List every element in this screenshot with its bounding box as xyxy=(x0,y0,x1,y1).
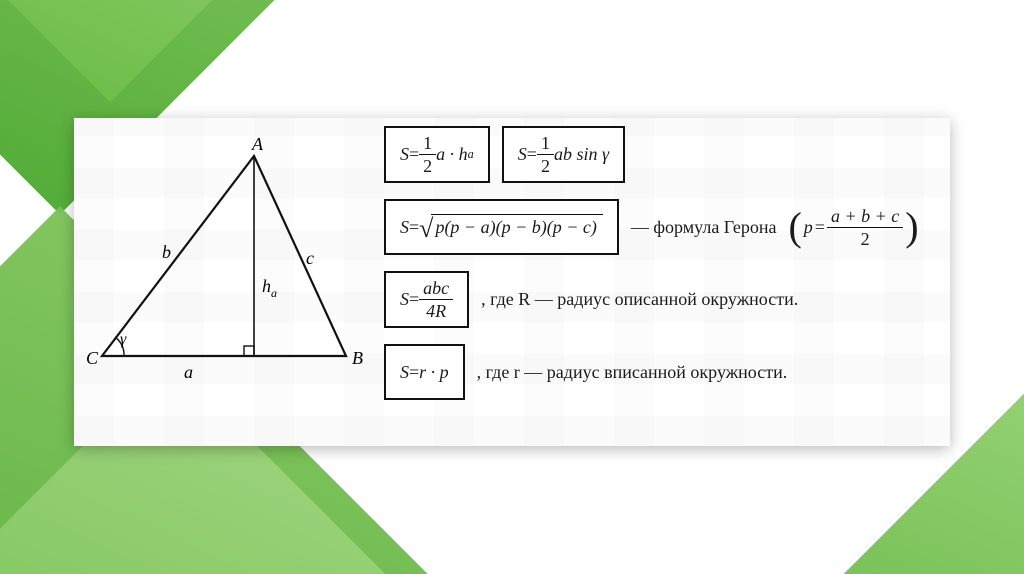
side-label-c: c xyxy=(306,248,314,268)
triangle-diagram: A B C b c a γ ha xyxy=(84,134,374,394)
fraction-abc-4R: abc 4R xyxy=(419,279,453,320)
angle-label-gamma: γ xyxy=(120,331,127,348)
fraction-half: 1 2 xyxy=(537,134,554,175)
side-label-a: a xyxy=(184,362,193,382)
formulas-region: S = 1 2 a · ha S = 1 2 ab sin γ xyxy=(384,126,942,438)
formula-row-circumradius: S = abc 4R , где R — радиус описанной ок… xyxy=(384,271,942,328)
radical-sign: √ xyxy=(419,216,433,242)
formula-row-1: S = 1 2 a · ha S = 1 2 ab sin γ xyxy=(384,126,942,183)
heron-caption: — формула Герона xyxy=(631,217,777,238)
sym-S: S xyxy=(400,289,409,310)
sym-S: S xyxy=(400,144,409,165)
paren-close: ) xyxy=(905,215,918,239)
sym-S: S xyxy=(400,217,409,238)
slide-card: A B C b c a γ ha S = 1 2 a · ha xyxy=(74,118,950,446)
formula-box-area-sine: S = 1 2 ab sin γ xyxy=(502,126,625,183)
paren-open: ( xyxy=(788,215,801,239)
right-angle-mark xyxy=(244,346,254,356)
rhs-rp: r · p xyxy=(419,362,449,383)
sym-eq: = xyxy=(527,144,537,165)
fraction-p: a + b + c 2 xyxy=(827,207,903,248)
formula-row-heron: S = √ p(p − a)(p − b)(p − c) — формула Г… xyxy=(384,199,942,255)
triangle-svg: A B C b c a γ ha xyxy=(84,134,374,394)
radicand: p(p − a)(p − b)(p − c) xyxy=(431,214,602,240)
formula-box-area-half-base-height: S = 1 2 a · ha xyxy=(384,126,490,183)
formula-row-inradius: S = r · p , где r — радиус вписанной окр… xyxy=(384,344,942,400)
sub-a: a xyxy=(468,147,474,162)
fraction-half: 1 2 xyxy=(419,134,436,175)
sym-eq: = xyxy=(409,144,419,165)
sym-S: S xyxy=(400,362,409,383)
sqrt: √ p(p − a)(p − b)(p − c) xyxy=(419,214,603,240)
formula-box-heron: S = √ p(p − a)(p − b)(p − c) xyxy=(384,199,619,255)
semiperimeter-paren: ( p = a + b + c 2 ) xyxy=(788,207,918,248)
sym-p: p xyxy=(804,217,813,238)
tail: ab sin γ xyxy=(554,144,609,165)
vertex-label-c: C xyxy=(86,348,99,368)
sym-eq: = xyxy=(409,217,419,238)
inradius-caption: , где r — радиус вписанной окружности. xyxy=(477,362,788,383)
circumradius-caption: , где R — радиус описанной окружности. xyxy=(481,289,798,310)
sym-S: S xyxy=(518,144,527,165)
altitude-label: ha xyxy=(262,276,277,300)
sym-eq: = xyxy=(409,362,419,383)
sym-eq: = xyxy=(815,217,825,238)
sym-eq: = xyxy=(409,289,419,310)
side-label-b: b xyxy=(162,242,171,262)
vertex-label-b: B xyxy=(352,348,363,368)
formula-box-inradius: S = r · p xyxy=(384,344,465,400)
mid: a · h xyxy=(436,144,468,165)
vertex-label-a: A xyxy=(251,134,264,154)
formula-box-circumradius: S = abc 4R xyxy=(384,271,469,328)
